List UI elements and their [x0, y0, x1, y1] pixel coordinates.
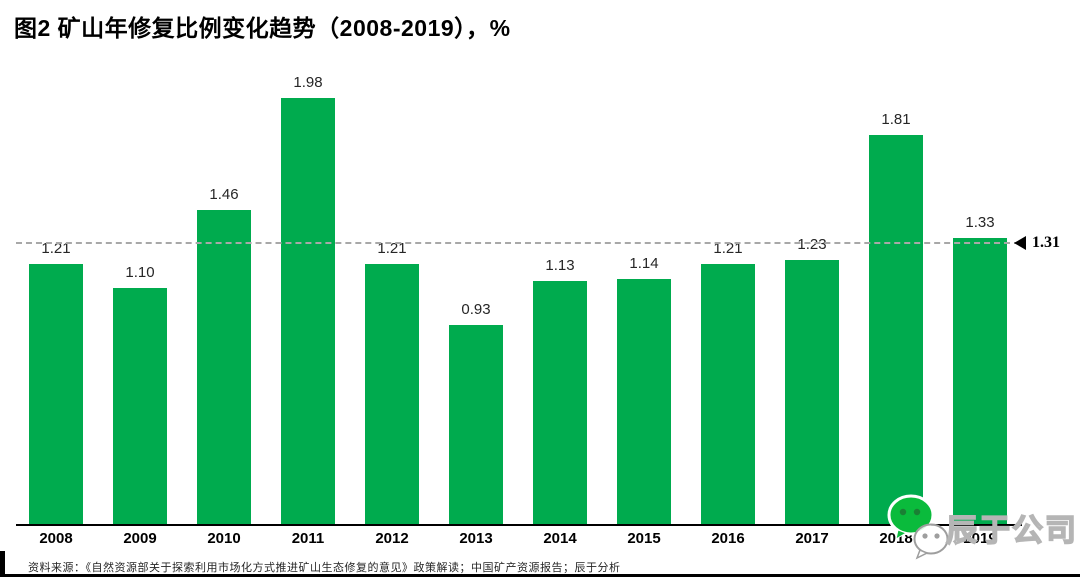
x-axis-label-2008: 2008	[39, 530, 73, 547]
bar-value-label-2008: 1.21	[41, 240, 71, 257]
bar-value-label-2010: 1.46	[209, 186, 239, 203]
x-axis-label-2012: 2012	[375, 530, 409, 547]
bar-value-label-2015: 1.14	[629, 255, 659, 272]
x-axis-label-2015: 2015	[627, 530, 661, 547]
bar-value-label-2019: 1.33	[965, 214, 995, 231]
bar-value-label-2011: 1.98	[293, 74, 323, 91]
watermark: 辰于公司	[884, 492, 1077, 567]
x-axis-label-2010: 2010	[207, 530, 241, 547]
bar-2012	[365, 264, 419, 525]
bar-2016	[701, 264, 755, 525]
bar-2014	[533, 281, 587, 525]
bar-2011	[281, 98, 335, 525]
footer-corner-block	[0, 551, 5, 577]
bar-value-label-2013: 0.93	[461, 301, 491, 318]
x-axis-line	[16, 524, 1022, 526]
x-axis-label-2019: 2019	[963, 530, 997, 547]
bar-2009	[113, 288, 167, 525]
bar-2013	[449, 325, 503, 525]
x-axis-label-2014: 2014	[543, 530, 577, 547]
bar-value-label-2014: 1.13	[545, 257, 575, 274]
wechat-icon	[887, 494, 949, 560]
x-axis-label-2017: 2017	[795, 530, 829, 547]
bar-value-label-2016: 1.21	[713, 240, 743, 257]
bar-2019	[953, 238, 1007, 525]
plot-area: 1.21 1.10 1.46 1.98 1.21 0.93 1.13 1.14 1.21 1.23…	[29, 74, 1007, 525]
reference-marker-triangle-icon	[1014, 236, 1026, 250]
bar-2008	[29, 264, 83, 525]
x-axis-label-2011: 2011	[291, 530, 325, 547]
bar-2017	[785, 260, 839, 525]
bar-2018	[869, 135, 923, 525]
watermark-company-text: 辰于公司	[945, 512, 1078, 549]
reference-dashed-line	[16, 242, 1020, 244]
chart-title: 图2 矿山年修复比例变化趋势（2008-2019），%	[14, 15, 511, 41]
x-axis-label-2013: 2013	[459, 530, 493, 547]
reference-line-label: 1.31	[1032, 234, 1060, 251]
bar-2015	[617, 279, 671, 525]
footer-rule	[0, 574, 1080, 577]
source-note: 资料来源：《自然资源部关于探索利用市场化方式推进矿山生态修复的意见》政策解读；中…	[28, 562, 621, 574]
x-axis-label-2016: 2016	[711, 530, 745, 547]
bar-value-label-2018: 1.81	[881, 111, 911, 128]
bar-value-label-2017: 1.23	[797, 236, 827, 253]
bar-value-label-2012: 1.21	[377, 240, 407, 257]
bar-value-label-2009: 1.10	[125, 264, 155, 281]
bar-2010	[197, 210, 251, 525]
x-axis-label-2009: 2009	[123, 530, 157, 547]
